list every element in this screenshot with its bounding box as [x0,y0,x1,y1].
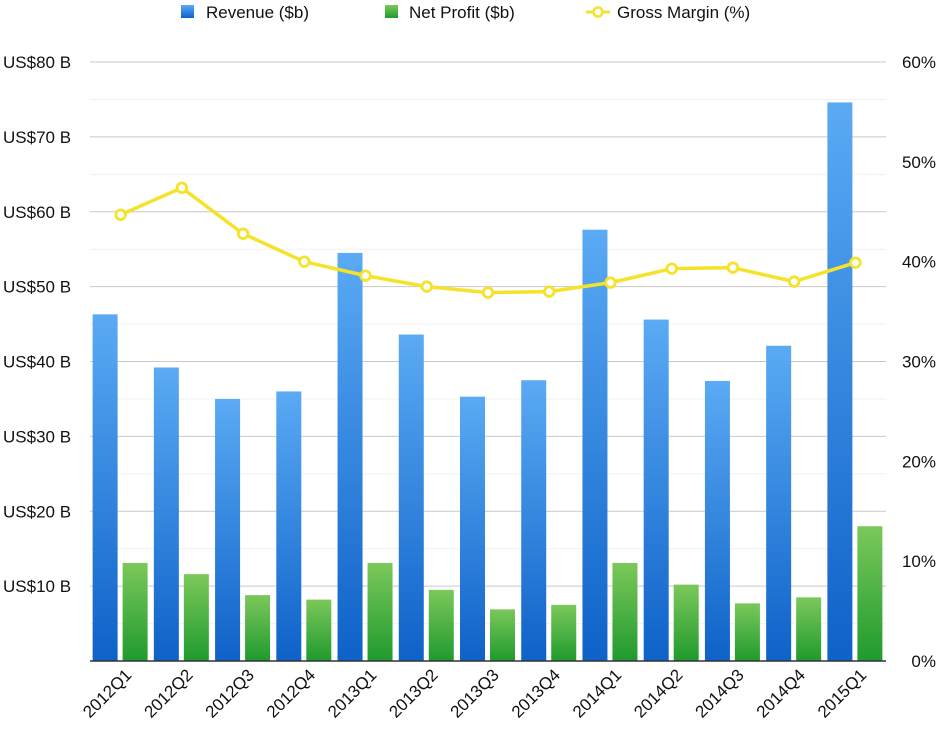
bar-net-profit [796,597,822,661]
gross-margin-point [665,262,678,275]
gross-margin-point [359,269,372,282]
gross-margin-point [175,181,189,194]
y-left-tick-label: US$30 B [3,427,71,446]
x-tick-label: 2012Q1 [79,665,135,721]
bar-revenue [92,314,118,661]
bar-revenue [521,380,547,661]
x-tick-label: 2014Q4 [753,665,809,721]
gross-margin-polyline [119,186,856,295]
x-tick-label: 2014Q2 [630,665,686,721]
x-tick-label: 2012Q3 [202,665,258,721]
y-right-tick-label: 30% [902,353,936,372]
x-tick-label: 2013Q1 [324,665,380,721]
bar-revenue [643,319,669,661]
legend-label-gross-margin: Gross Margin (%) [617,3,750,22]
bar-revenue [827,102,853,662]
bar-net-profit [857,526,883,661]
y-left-tick-label: US$70 B [3,128,71,147]
x-axis-labels: 2012Q1 2012Q2 2012Q3 2012Q4 2013Q1 2013Q2 2013… [79,665,870,721]
x-tick-label: 2012Q2 [140,665,196,721]
legend-marker-gross-margin [592,6,604,18]
bar-net-profit [734,603,760,661]
bar-net-profit [306,599,332,661]
gross-margin-point [481,286,495,299]
y-right-tick-label: 20% [902,452,936,471]
gross-margin-point [298,255,311,268]
legend: Revenue ($b) Net Profit ($b) Gross Margi… [181,3,750,22]
bar-revenue [766,345,792,661]
gross-margin-line [114,181,862,299]
x-tick-label: 2014Q3 [692,665,748,721]
bar-revenue [153,367,179,661]
y-right-tick-label: 0% [911,652,936,671]
y-left-tick-label: US$10 B [3,577,71,596]
legend-item-revenue: Revenue ($b) [181,3,309,22]
legend-label-revenue: Revenue ($b) [206,3,309,22]
y-right-tick-label: 50% [902,153,936,172]
x-tick-label: 2013Q4 [508,665,564,721]
x-tick-label: 2013Q2 [385,665,441,721]
bars [92,102,883,662]
y-right-tick-label: 10% [902,552,936,571]
y-right-tick-label: 40% [902,253,936,272]
legend-item-net-profit: Net Profit ($b) [385,3,515,22]
y-right-tick-label: 60% [902,53,936,72]
bar-net-profit [367,562,393,661]
y-axis-left: US$10 B US$20 B US$30 B US$40 B US$50 B US$60… [3,53,71,596]
y-left-tick-label: US$80 B [3,53,71,72]
legend-swatch-net-profit [385,5,398,18]
bar-net-profit [183,574,209,661]
gross-margin-point [849,256,862,269]
bar-net-profit [122,562,148,661]
bar-net-profit [612,562,638,661]
legend-item-gross-margin: Gross Margin (%) [586,3,750,22]
gross-margin-point [420,280,433,293]
bar-revenue [704,380,730,661]
gross-margin-point [726,261,740,274]
bar-revenue [215,398,241,661]
y-left-tick-label: US$50 B [3,278,71,297]
y-left-tick-label: US$20 B [3,502,71,521]
gross-margin-point [543,285,556,298]
gross-margin-point [604,276,617,289]
bar-net-profit [490,609,515,661]
legend-label-net-profit: Net Profit ($b) [409,3,515,22]
y-left-tick-label: US$40 B [3,353,71,372]
y-axis-right: 0% 10% 20% 30% 40% 50% 60% [902,53,936,671]
legend-swatch-revenue [181,5,194,18]
bar-net-profit [245,595,271,661]
gross-margin-point [114,208,127,221]
x-tick-label: 2015Q1 [814,665,870,721]
gross-margin-point [236,227,250,240]
bar-net-profit [428,589,454,661]
gross-margin-point [787,275,801,288]
y-left-tick-label: US$60 B [3,203,71,222]
bar-revenue [276,391,302,661]
bar-net-profit [673,584,699,661]
x-tick-label: 2013Q3 [447,665,503,721]
bar-revenue [582,229,608,661]
bar-revenue [337,252,363,661]
x-tick-label: 2014Q1 [569,665,625,721]
bar-net-profit [551,604,577,661]
bar-revenue [398,334,424,661]
bar-revenue [460,396,485,661]
x-tick-label: 2012Q4 [263,665,319,721]
